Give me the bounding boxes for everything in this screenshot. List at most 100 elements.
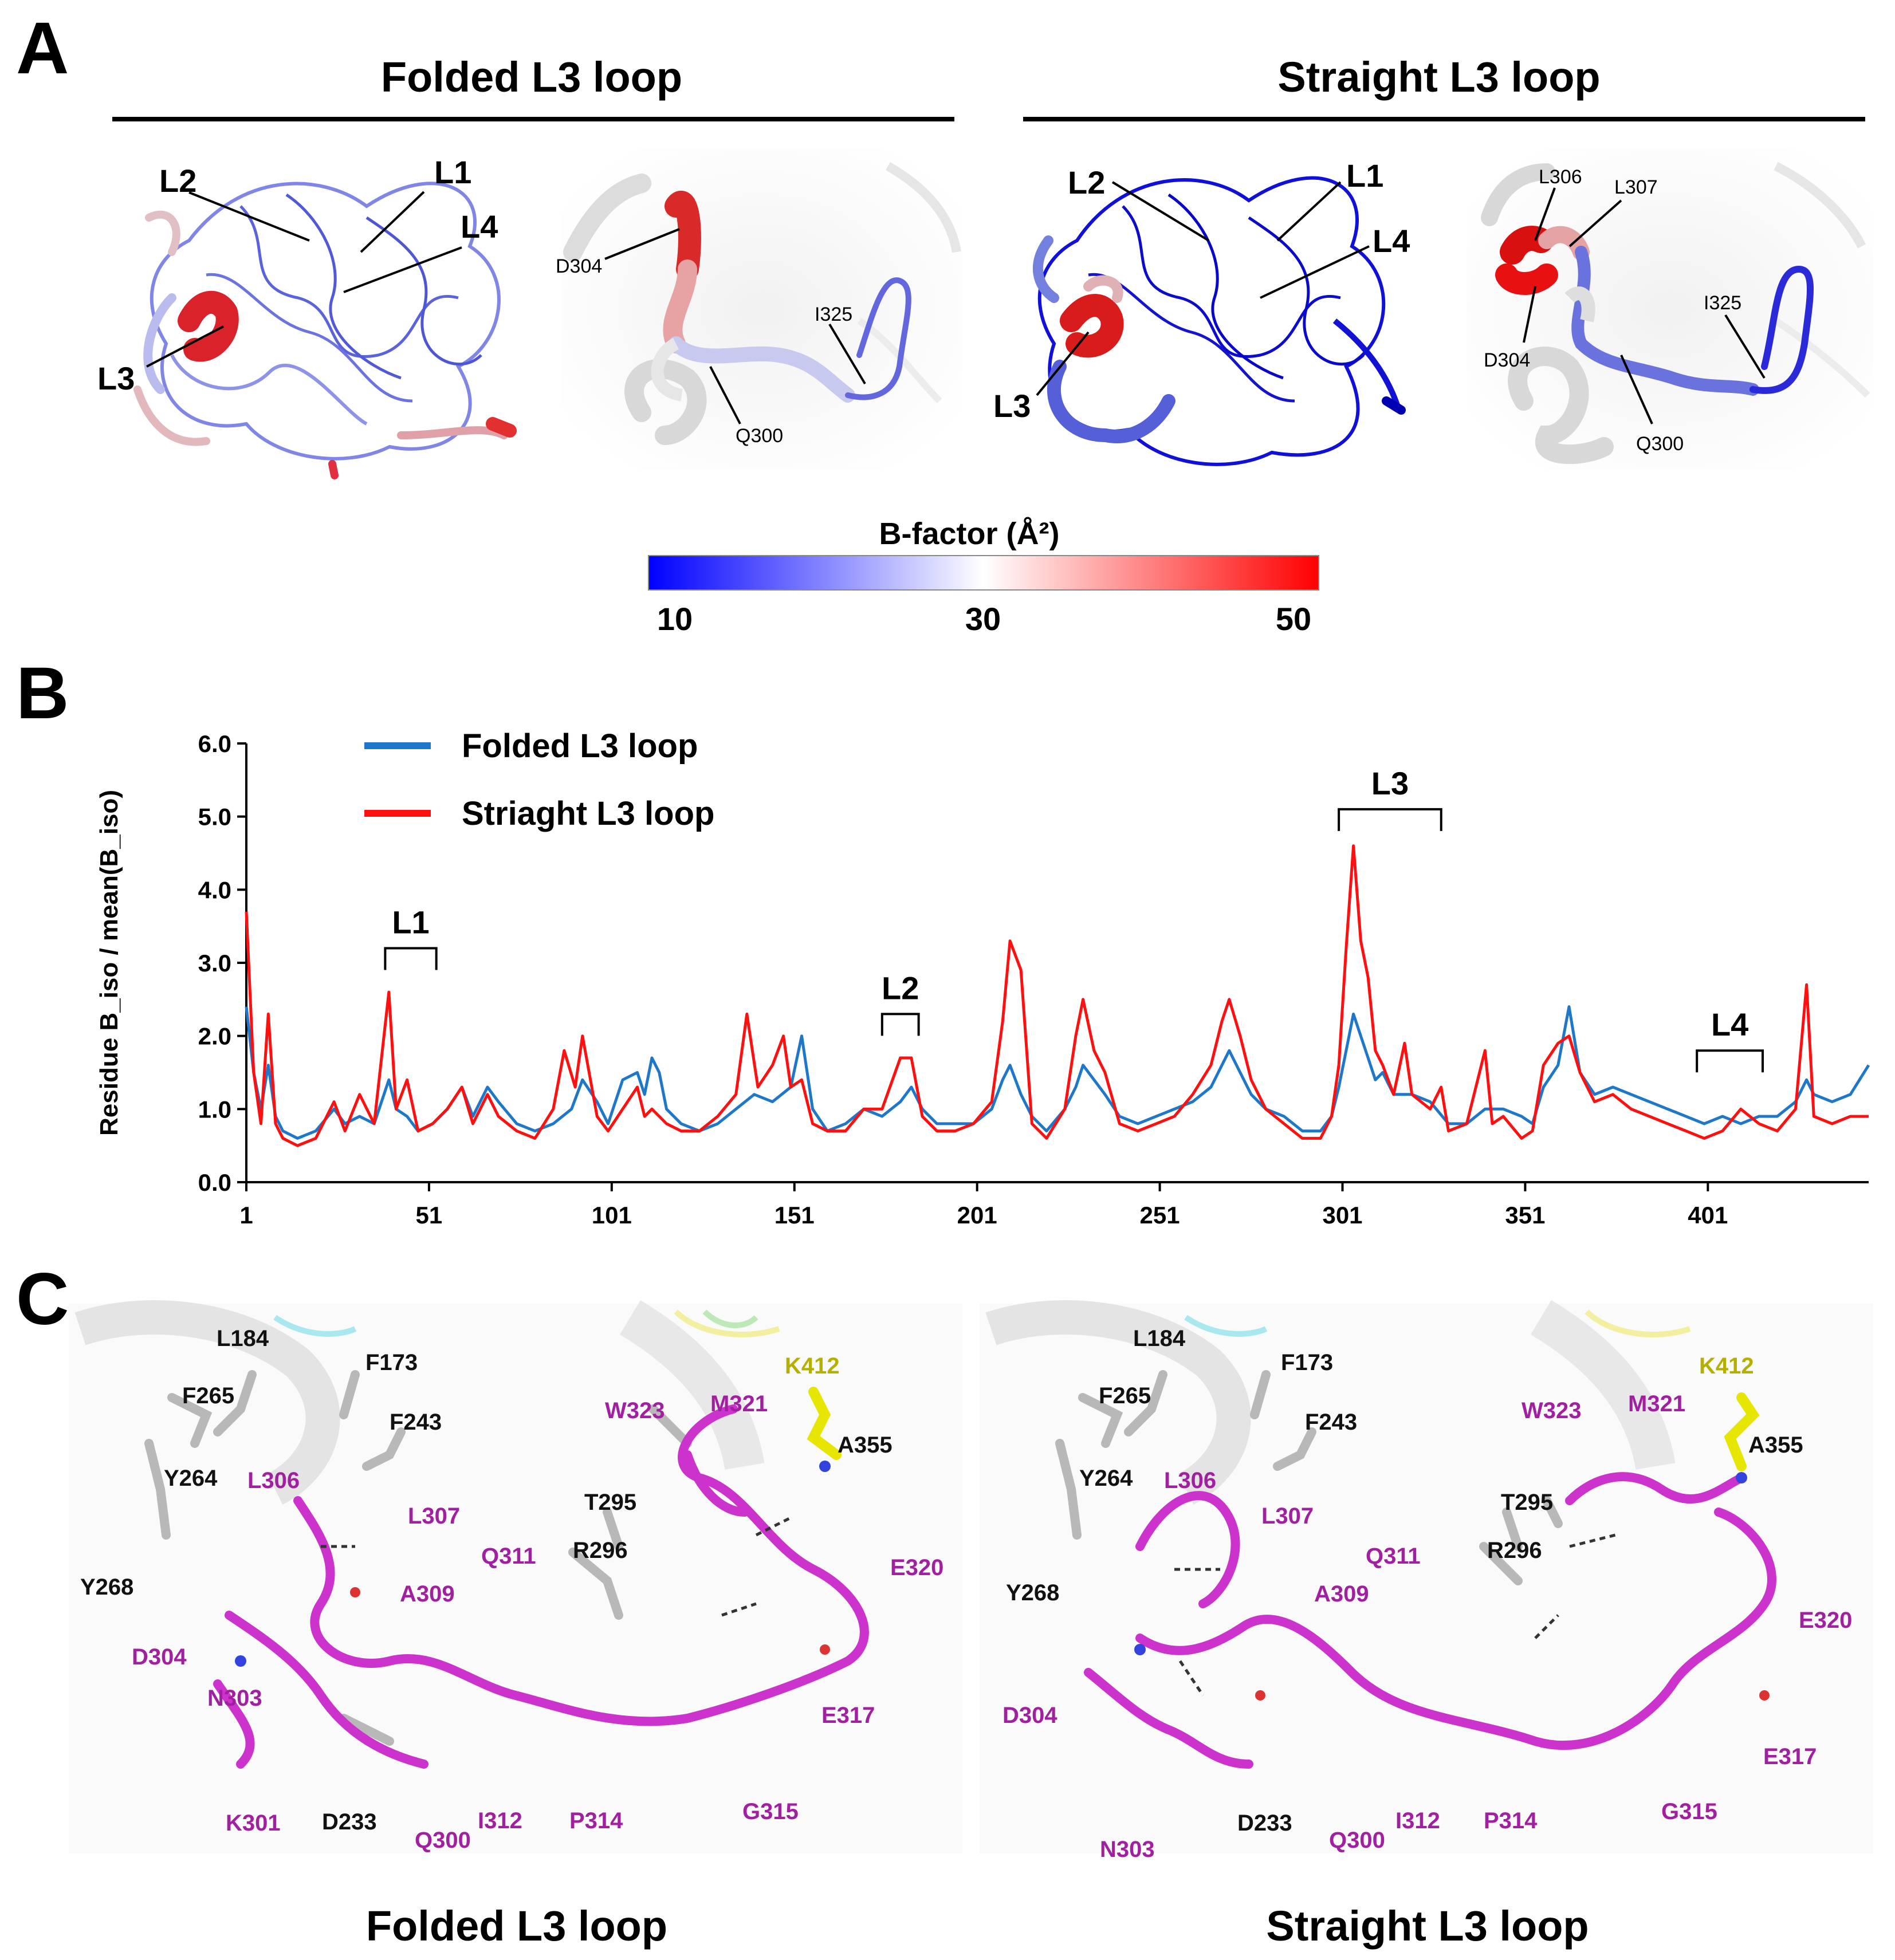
residue-label-e320: E320 [1799, 1608, 1852, 1633]
x-tick-label: 51 [416, 1202, 443, 1229]
bracket-l1 [384, 947, 438, 970]
residue-label-f243: F243 [1305, 1410, 1357, 1435]
residue-label-n303: N303 [207, 1686, 262, 1711]
annotation-l2: L2 [882, 970, 919, 1006]
residue-label-g315: G315 [1661, 1799, 1717, 1824]
panel-b-letter: B [16, 652, 69, 734]
folded-L4-label: L4 [461, 208, 498, 245]
residue-label-a309: A309 [400, 1581, 455, 1607]
y-tick-label: 5.0 [198, 804, 231, 831]
residue-label-w323: W323 [605, 1398, 665, 1423]
bracket-l3 [1338, 808, 1442, 831]
residue-label-p314: P314 [1484, 1808, 1538, 1833]
x-tick-label: 101 [592, 1202, 632, 1229]
panel-c-letter: C [16, 1258, 69, 1340]
residue-label-i312: I312 [478, 1808, 522, 1833]
residue-label-l184: L184 [1133, 1326, 1186, 1351]
straight-zoom-Q300: Q300 [1636, 433, 1684, 455]
residue-label-l306: L306 [247, 1468, 300, 1493]
residue-label-t295: T295 [584, 1490, 636, 1515]
residue-label-q311: Q311 [481, 1544, 536, 1569]
straight-zoom-L306: L306 [1539, 166, 1582, 188]
annotation-l1: L1 [392, 904, 429, 940]
y-tick-label: 3.0 [198, 950, 231, 977]
x-tick-label: 301 [1322, 1202, 1362, 1229]
straight-zoom-I325: I325 [1704, 292, 1741, 314]
bracket-l4 [1696, 1049, 1764, 1073]
residue-label-f243: F243 [390, 1410, 442, 1435]
colorbar-tick-max: 50 [1276, 601, 1311, 637]
y-tick-label: 2.0 [198, 1023, 231, 1050]
residue-label-p314: P314 [569, 1808, 623, 1833]
residue-label-d233: D233 [1237, 1811, 1292, 1836]
y-tick-label: 6.0 [198, 730, 231, 757]
straight-zoom-render [1467, 149, 1873, 470]
residue-label-a355: A355 [1748, 1432, 1803, 1458]
colorbar-tick-mid: 30 [965, 601, 1001, 637]
legend-label: Striaght L3 loop [462, 795, 714, 832]
colorbar-tick-min: 10 [657, 601, 693, 637]
residue-label-n303: N303 [1100, 1837, 1155, 1862]
residue-label-d304: D304 [1002, 1703, 1057, 1728]
x-tick-label: 351 [1505, 1202, 1545, 1229]
straight-L4-label: L4 [1373, 223, 1410, 259]
x-tick-label: 1 [239, 1202, 253, 1229]
residue-label-e317: E317 [1763, 1744, 1817, 1769]
residue-label-a309: A309 [1314, 1581, 1369, 1607]
residue-label-r296: R296 [1487, 1538, 1542, 1563]
residue-label-m321: M321 [710, 1391, 768, 1416]
x-tick-label: 401 [1688, 1202, 1728, 1229]
y-axis-title: Residue B_iso / mean(B_iso) [95, 790, 123, 1136]
residue-label-e317: E317 [821, 1703, 875, 1728]
straight-L1-label: L1 [1346, 158, 1383, 194]
residue-label-g315: G315 [742, 1799, 799, 1824]
panel-a-left-header: Folded L3 loop [381, 53, 682, 101]
folded-structure-render [133, 182, 517, 479]
residue-label-r296: R296 [573, 1538, 628, 1563]
y-tick-label: 4.0 [198, 876, 231, 903]
residue-label-l307: L307 [408, 1504, 460, 1529]
panel-a-right-header: Straight L3 loop [1277, 53, 1600, 101]
residue-label-i312: I312 [1395, 1808, 1440, 1833]
residue-label-l307: L307 [1261, 1504, 1314, 1529]
residue-label-a355: A355 [838, 1432, 893, 1458]
straight-zoom-D304: D304 [1484, 349, 1530, 371]
residue-label-e320: E320 [890, 1555, 943, 1580]
x-tick-label: 151 [774, 1202, 815, 1229]
folded-zoom-D304: D304 [556, 255, 602, 277]
b-factor-line-chart: 0.01.02.03.04.05.06.01 51 101 151 201 251 301 3… [95, 727, 1870, 1229]
legend-label: Folded L3 loop [462, 727, 698, 765]
colorbar-title: B-factor (Å²) [879, 517, 1060, 551]
residue-label-q311: Q311 [1366, 1544, 1421, 1569]
y-tick-label: 1.0 [198, 1096, 231, 1123]
folded-L2-label: L2 [159, 163, 196, 199]
residue-label-f265: F265 [1099, 1383, 1151, 1408]
y-tick-label: 0.0 [198, 1169, 231, 1196]
residue-label-d304: D304 [132, 1644, 187, 1670]
folded-stick-render [69, 1300, 962, 1853]
colorbar [648, 555, 1319, 591]
residue-label-l306: L306 [1164, 1468, 1216, 1493]
straight-stick-render [980, 1300, 1873, 1853]
x-tick-label: 201 [957, 1202, 997, 1229]
residue-label-f173: F173 [1281, 1350, 1333, 1375]
folded-zoom-I325: I325 [815, 304, 852, 325]
straight-L2-label: L2 [1068, 164, 1105, 200]
annotation-l4: L4 [1711, 1006, 1748, 1042]
folded-zoom-Q300: Q300 [736, 425, 783, 447]
straight-zoom-L307: L307 [1614, 176, 1658, 198]
residue-label-y268: Y268 [1006, 1580, 1059, 1605]
residue-label-l184: L184 [217, 1326, 269, 1351]
residue-label-q300: Q300 [415, 1828, 471, 1853]
series-line-straight [245, 844, 1869, 1147]
folded-residue-labels: L184 F173 F265 F243 Y264 Y268 T295 R296 A355 D233… [80, 1326, 943, 1853]
straight-L3-label: L3 [993, 388, 1031, 424]
panel-c-right-caption: Straight L3 loop [1266, 1902, 1589, 1950]
folded-L3-label: L3 [97, 360, 135, 396]
x-tick-label: 251 [1140, 1202, 1180, 1229]
residue-label-f173: F173 [365, 1350, 418, 1375]
straight-structure-render [1032, 176, 1406, 466]
residue-label-w323: W323 [1521, 1398, 1582, 1423]
residue-label-q300: Q300 [1329, 1828, 1385, 1853]
